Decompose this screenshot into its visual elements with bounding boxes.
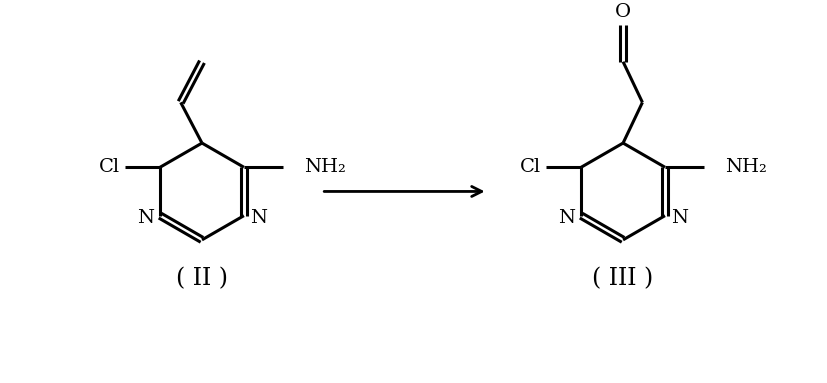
Text: NH₂: NH₂ bbox=[725, 158, 767, 176]
Text: N: N bbox=[558, 209, 576, 227]
Text: ( II ): ( II ) bbox=[176, 267, 228, 290]
Text: N: N bbox=[137, 209, 155, 227]
Text: Cl: Cl bbox=[99, 158, 120, 176]
Text: Cl: Cl bbox=[520, 158, 542, 176]
Text: N: N bbox=[671, 209, 688, 227]
Text: NH₂: NH₂ bbox=[304, 158, 346, 176]
Text: N: N bbox=[250, 209, 267, 227]
Text: ( III ): ( III ) bbox=[592, 267, 653, 290]
Text: O: O bbox=[615, 3, 631, 21]
